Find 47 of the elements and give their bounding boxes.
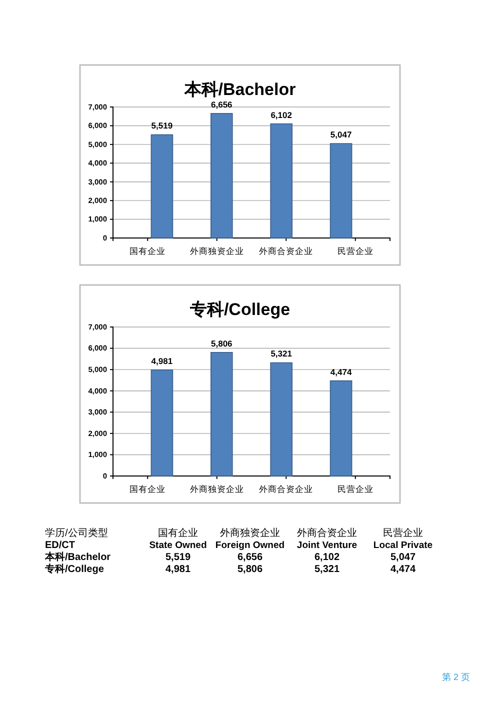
x-tick-label: 外商独资企业 (190, 246, 244, 256)
text: 第 2 页 (442, 672, 470, 682)
data-label: 4,474 (330, 366, 352, 377)
text: 4,474 (390, 564, 416, 575)
data-label: 6,102 (270, 110, 292, 120)
text: 外商独资企业 (220, 527, 280, 539)
text: 5,321 (314, 564, 340, 575)
text: 国有企业 (158, 527, 198, 539)
data-label: 4,981 (151, 356, 173, 366)
x-tick-label: 国有企业 (130, 246, 166, 256)
text: 5,806 (237, 564, 263, 575)
chart-title: 专科/College (188, 300, 290, 319)
text: 5,519 (165, 552, 191, 563)
text: 学历/公司类型 (45, 527, 108, 539)
bar (150, 134, 174, 238)
text: 4,981 (165, 564, 191, 575)
data-label: 6,656 (211, 99, 233, 110)
text: ED/CT (45, 540, 75, 551)
text: 民营企业 (383, 527, 423, 539)
x-tick-label: 外商合资企业 (259, 246, 314, 256)
text: Foreign Owned (215, 540, 285, 551)
bar (270, 123, 292, 238)
bar (150, 370, 174, 476)
data-label: 5,519 (151, 120, 173, 131)
x-tick-label: 民营企业 (337, 484, 374, 494)
bar (330, 143, 352, 238)
text: Joint Venture (296, 540, 358, 551)
chart-title: 本科/Bachelor (183, 80, 296, 99)
data-label: 5,806 (211, 338, 233, 348)
x-tick-label: 国有企业 (130, 484, 166, 494)
data-label: 5,047 (330, 130, 352, 140)
text: 外商合资企业 (297, 527, 357, 539)
text: 6,656 (237, 552, 263, 563)
x-tick-label: 外商独资企业 (190, 484, 244, 494)
text: 专科/College (44, 563, 104, 575)
bar (210, 352, 233, 476)
bar (270, 362, 292, 476)
x-tick-label: 民营企业 (337, 246, 374, 256)
bar (330, 380, 352, 476)
data-label: 5,321 (270, 348, 292, 359)
text: Local Private (373, 540, 433, 551)
bar (210, 113, 233, 238)
text: 6,102 (314, 552, 340, 563)
text: State Owned (149, 540, 207, 551)
x-tick-label: 外商合资企业 (259, 484, 314, 494)
text: 本科/Bachelor (44, 551, 111, 563)
text: 5,047 (390, 552, 416, 563)
